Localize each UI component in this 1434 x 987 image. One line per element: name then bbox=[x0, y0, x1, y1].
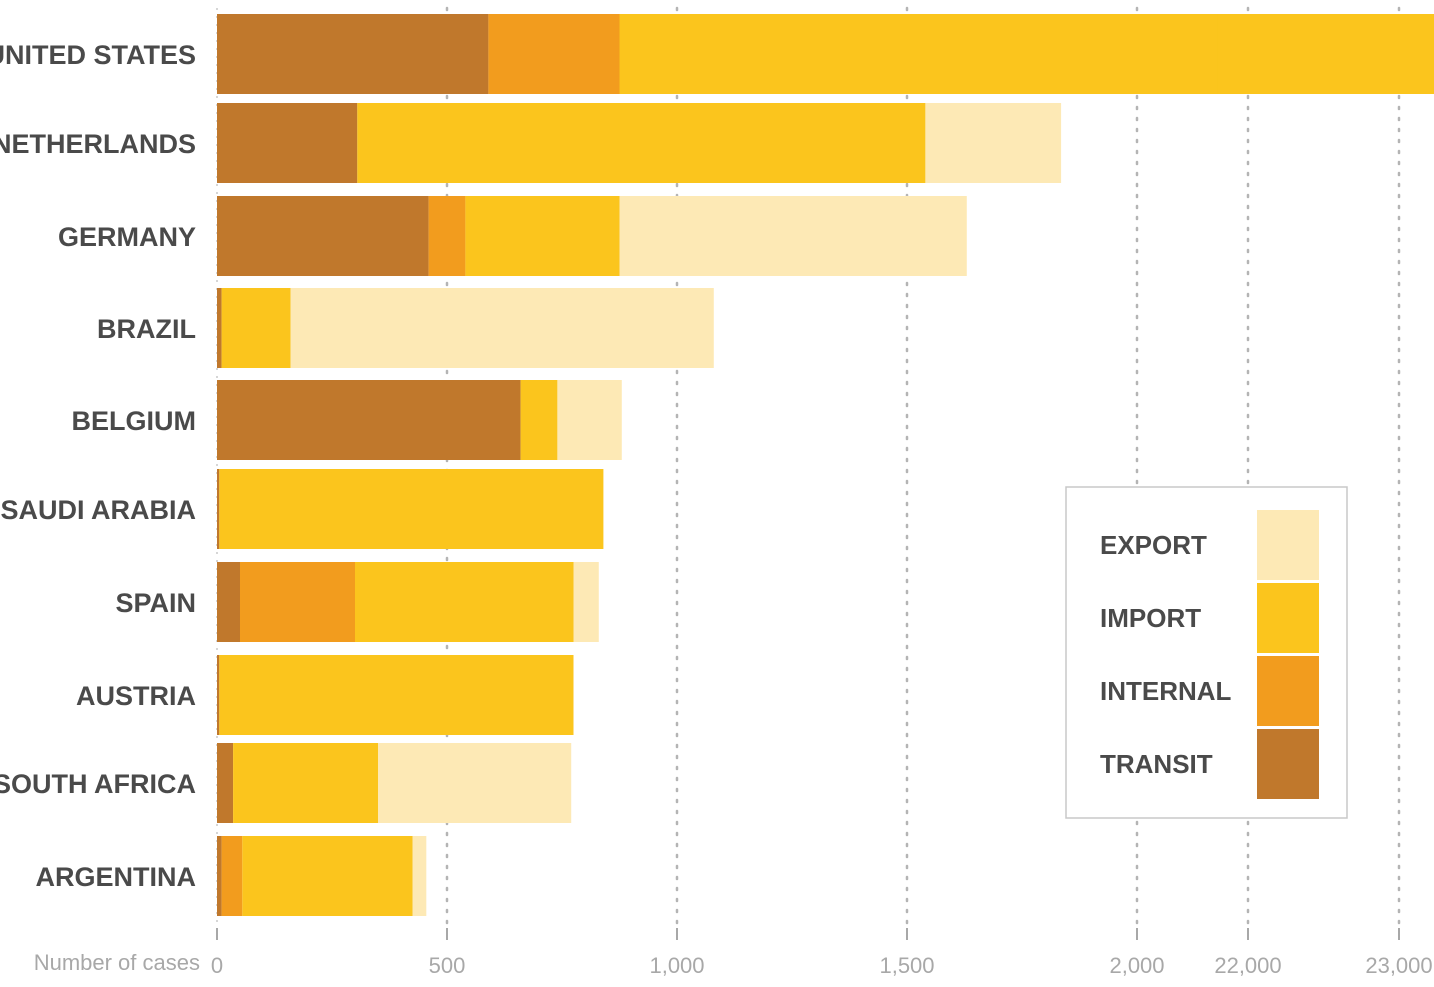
bar-segment-export bbox=[925, 103, 1062, 183]
x-tick-label: 2,000 bbox=[1109, 953, 1164, 978]
bar-segment-export bbox=[557, 380, 622, 460]
bar-segment-import bbox=[619, 14, 1229, 94]
x-tick-label: 0 bbox=[211, 953, 223, 978]
bar-segment-export bbox=[412, 836, 427, 916]
legend-label-transit: TRANSIT bbox=[1100, 749, 1213, 779]
bar-segment-import bbox=[1217, 14, 1434, 94]
bar-segment-import bbox=[355, 562, 574, 642]
country-label: UNITED STATES bbox=[0, 40, 196, 70]
x-tick-label: 23,000 bbox=[1365, 953, 1432, 978]
legend-swatch-internal bbox=[1257, 656, 1319, 726]
bar-segment-internal bbox=[240, 562, 355, 642]
x-axis-title: Number of cases bbox=[34, 950, 200, 975]
x-tick-label: 500 bbox=[429, 953, 466, 978]
x-tick-label: 1,000 bbox=[649, 953, 704, 978]
country-label: GERMANY bbox=[58, 222, 196, 252]
bar-segment-internal bbox=[488, 14, 620, 94]
legend-swatch-import bbox=[1257, 583, 1319, 653]
bar-segment-export bbox=[378, 743, 572, 823]
legend-label-export: EXPORT bbox=[1100, 530, 1207, 560]
country-label: BRAZIL bbox=[97, 314, 196, 344]
bar-segment-import bbox=[219, 655, 574, 735]
x-axis: Number of cases 0 500 1,000 1,500 2,000 22,00… bbox=[34, 928, 1433, 978]
legend-label-import: IMPORT bbox=[1100, 603, 1201, 633]
country-label: AUSTRIA bbox=[76, 681, 196, 711]
bar-segment-export bbox=[573, 562, 599, 642]
bar-segment-import bbox=[233, 743, 378, 823]
bar-segment-transit bbox=[217, 562, 240, 642]
bars bbox=[217, 14, 1434, 916]
bar-segment-import bbox=[357, 103, 926, 183]
bar-segment-transit bbox=[217, 196, 429, 276]
country-label: SOUTH AFRICA bbox=[0, 769, 196, 799]
country-label: SPAIN bbox=[115, 588, 196, 618]
x-tick-label: 22,000 bbox=[1214, 953, 1281, 978]
bar-segment-transit bbox=[217, 469, 220, 549]
legend-label-internal: INTERNAL bbox=[1100, 676, 1232, 706]
bar-segment-internal bbox=[221, 836, 243, 916]
bar-segment-transit bbox=[217, 836, 222, 916]
bar-segment-transit bbox=[217, 103, 358, 183]
country-label: ARGENTINA bbox=[36, 862, 197, 892]
bar-segment-transit bbox=[217, 655, 220, 735]
country-label: BELGIUM bbox=[72, 406, 197, 436]
bar-segment-export bbox=[619, 196, 967, 276]
bar-segment-internal bbox=[428, 196, 466, 276]
bar-segment-import bbox=[242, 836, 413, 916]
bar-segment-transit bbox=[217, 380, 521, 460]
legend: EXPORT IMPORT INTERNAL TRANSIT bbox=[1065, 486, 1348, 819]
bar-segment-import bbox=[221, 288, 291, 368]
bar-segment-export bbox=[290, 288, 714, 368]
bar-segment-transit bbox=[217, 14, 489, 94]
country-label: SAUDI ARABIA bbox=[1, 495, 197, 525]
bar-segment-import bbox=[219, 469, 604, 549]
country-label: NETHERLANDS bbox=[0, 129, 196, 159]
bar-segment-import bbox=[520, 380, 558, 460]
bar-segment-transit bbox=[217, 743, 234, 823]
bar-segment-import bbox=[465, 196, 620, 276]
bar-segment-transit bbox=[217, 288, 222, 368]
country-labels: UNITED STATES NETHERLANDS GERMANY BRAZIL BEL… bbox=[0, 40, 196, 892]
legend-swatch-transit bbox=[1257, 729, 1319, 799]
legend-swatch-export bbox=[1257, 510, 1319, 580]
x-tick-label: 1,500 bbox=[879, 953, 934, 978]
